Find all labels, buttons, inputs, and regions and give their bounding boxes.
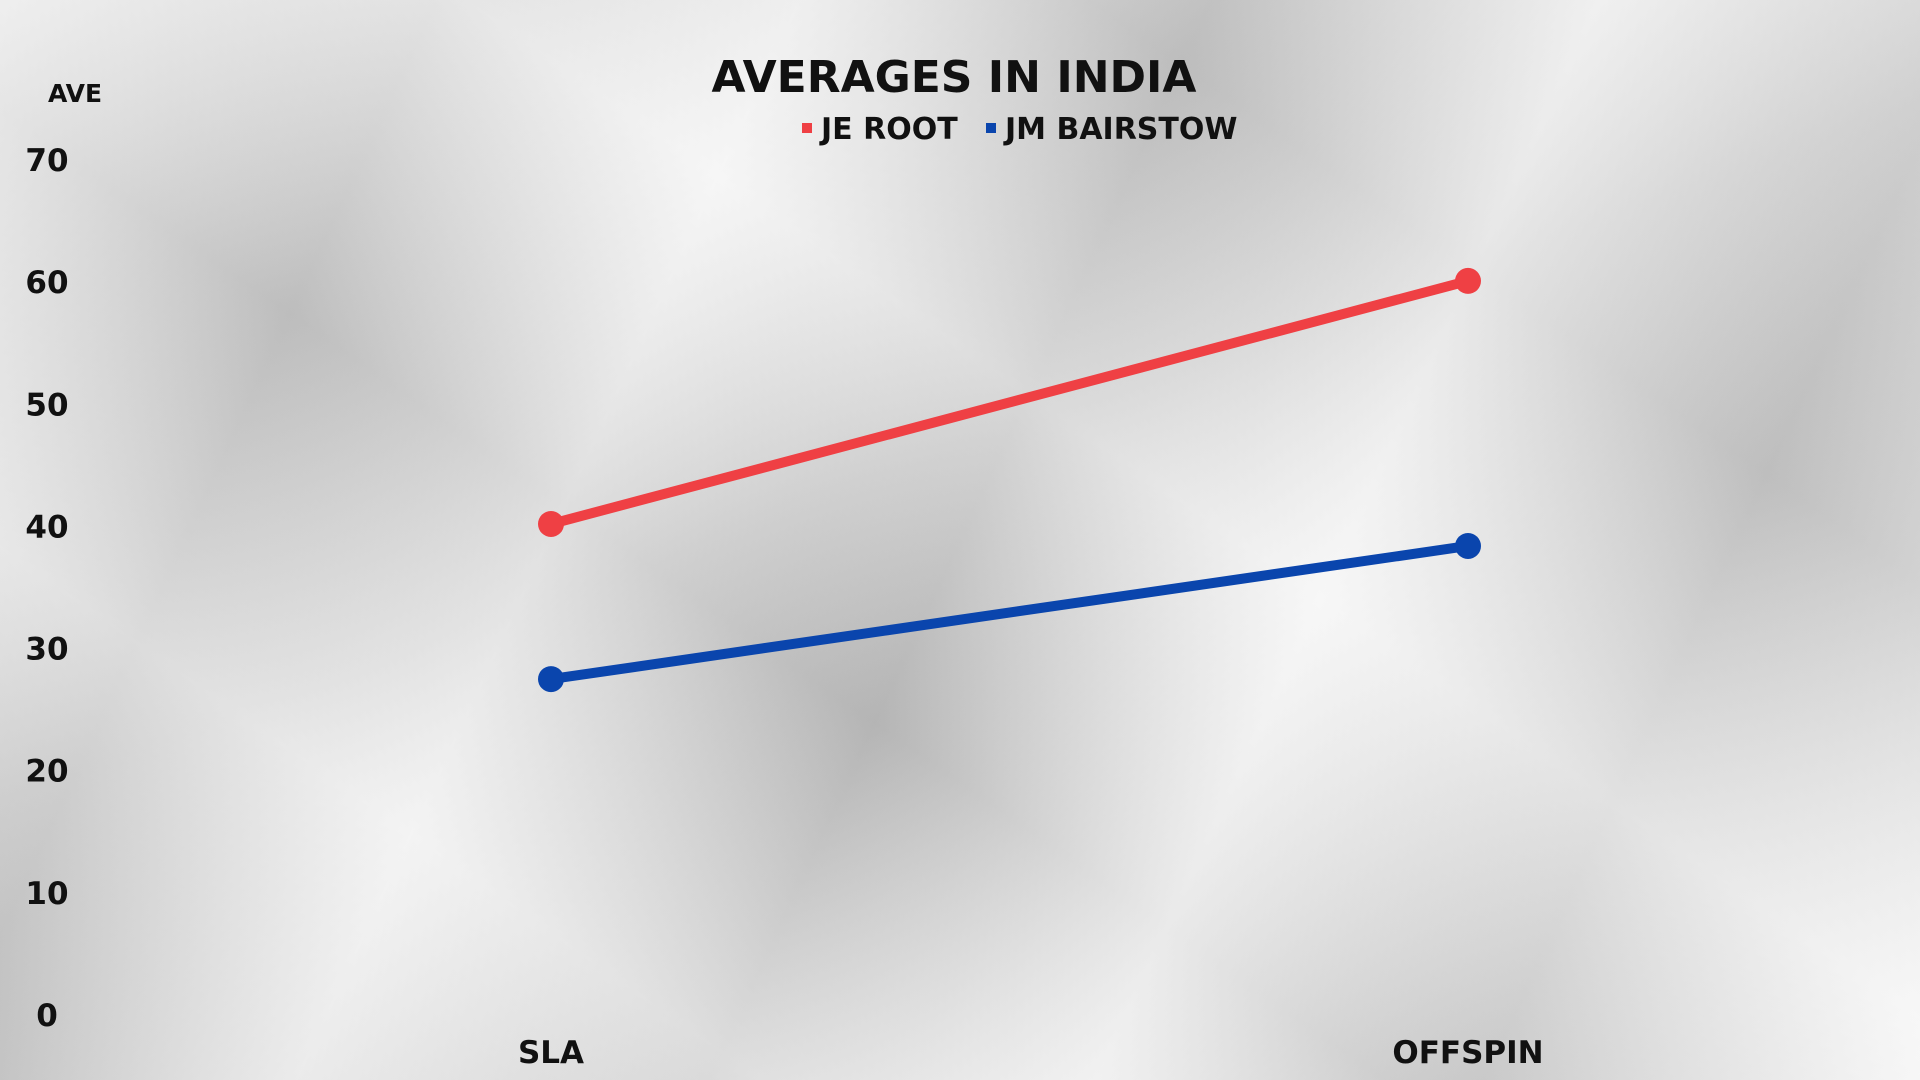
y-tick-label: 60 bbox=[25, 265, 68, 301]
legend-marker bbox=[986, 123, 996, 133]
legend-marker bbox=[802, 123, 812, 133]
y-axis-label: AVE bbox=[48, 79, 102, 108]
y-tick-label: 50 bbox=[25, 387, 68, 423]
y-axis-ticks: 0 10 20 30 40 50 60 70 bbox=[25, 143, 68, 1034]
y-tick-label: 40 bbox=[25, 509, 68, 545]
data-point bbox=[538, 510, 564, 537]
y-tick-label: 10 bbox=[25, 876, 68, 912]
x-axis-ticks: SLA OFFSPIN bbox=[518, 1035, 1544, 1071]
data-point bbox=[538, 666, 564, 693]
data-point bbox=[1455, 532, 1481, 559]
y-tick-label: 70 bbox=[25, 143, 68, 179]
series-layer bbox=[538, 267, 1481, 693]
legend-label: JM BAIRSTOW bbox=[1003, 112, 1237, 147]
x-tick-label: SLA bbox=[518, 1035, 584, 1071]
chart-title: AVERAGES IN INDIA bbox=[712, 52, 1197, 103]
y-tick-label: 20 bbox=[25, 754, 68, 790]
data-point bbox=[1455, 267, 1481, 294]
legend: JE ROOT JM BAIRSTOW bbox=[802, 112, 1237, 147]
series-line bbox=[546, 275, 1473, 529]
x-tick-label: OFFSPIN bbox=[1392, 1035, 1543, 1071]
y-tick-label: 0 bbox=[36, 998, 58, 1034]
series-line bbox=[546, 540, 1473, 685]
legend-label: JE ROOT bbox=[819, 112, 958, 147]
y-tick-label: 30 bbox=[25, 632, 68, 668]
